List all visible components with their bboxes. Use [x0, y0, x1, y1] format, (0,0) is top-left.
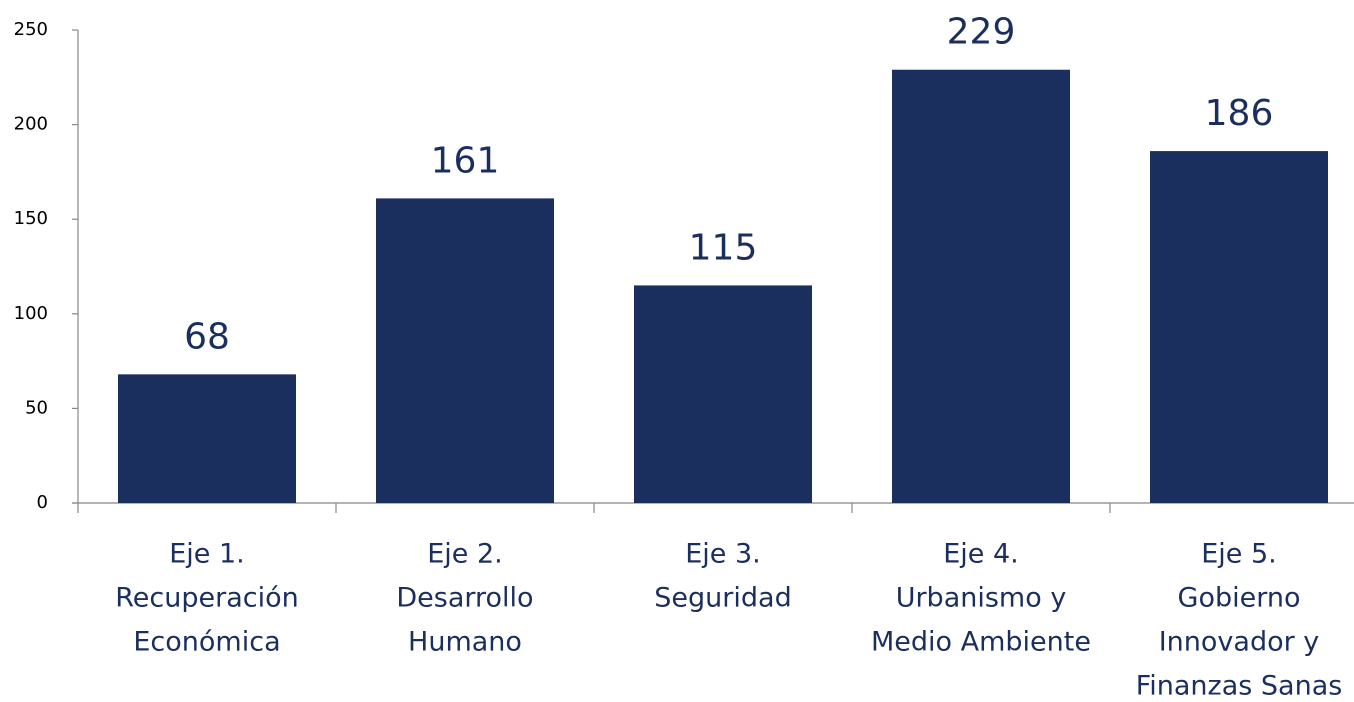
x-tick-label: Económica — [133, 627, 280, 658]
bar — [1150, 151, 1328, 503]
value-label: 186 — [1205, 93, 1274, 134]
bar — [376, 198, 554, 503]
x-tick-label: Humano — [408, 627, 522, 658]
x-tick-label: Eje 1. — [169, 539, 245, 570]
x-tick-label: Innovador y — [1159, 627, 1320, 658]
y-tick-label: 250 — [14, 19, 48, 40]
y-tick-label: 0 — [37, 492, 48, 513]
bar — [634, 285, 812, 503]
y-tick-label: 100 — [14, 303, 48, 324]
value-label: 68 — [184, 316, 230, 357]
x-tick-label: Eje 5. — [1201, 539, 1277, 570]
y-tick-label: 200 — [14, 114, 48, 135]
bar — [892, 69, 1070, 504]
bar — [118, 374, 296, 503]
y-tick-label: 50 — [25, 397, 48, 418]
x-tick-label: Medio Ambiente — [871, 627, 1091, 658]
x-tick-label: Desarrollo — [396, 583, 533, 614]
x-tick-label: Recuperación — [115, 583, 299, 614]
value-label: 229 — [947, 12, 1016, 53]
x-tick-label: Eje 2. — [427, 539, 503, 570]
x-tick-label: Gobierno — [1178, 583, 1301, 614]
value-label: 115 — [689, 227, 758, 268]
value-label: 161 — [431, 140, 500, 181]
x-tick-label: Eje 3. — [685, 539, 761, 570]
x-tick-label: Seguridad — [654, 583, 791, 614]
y-tick-label: 150 — [14, 208, 48, 229]
x-tick-label: Finanzas Sanas — [1136, 671, 1343, 702]
x-tick-label: Eje 4. — [943, 539, 1019, 570]
x-tick-label: Urbanismo y — [896, 583, 1067, 614]
